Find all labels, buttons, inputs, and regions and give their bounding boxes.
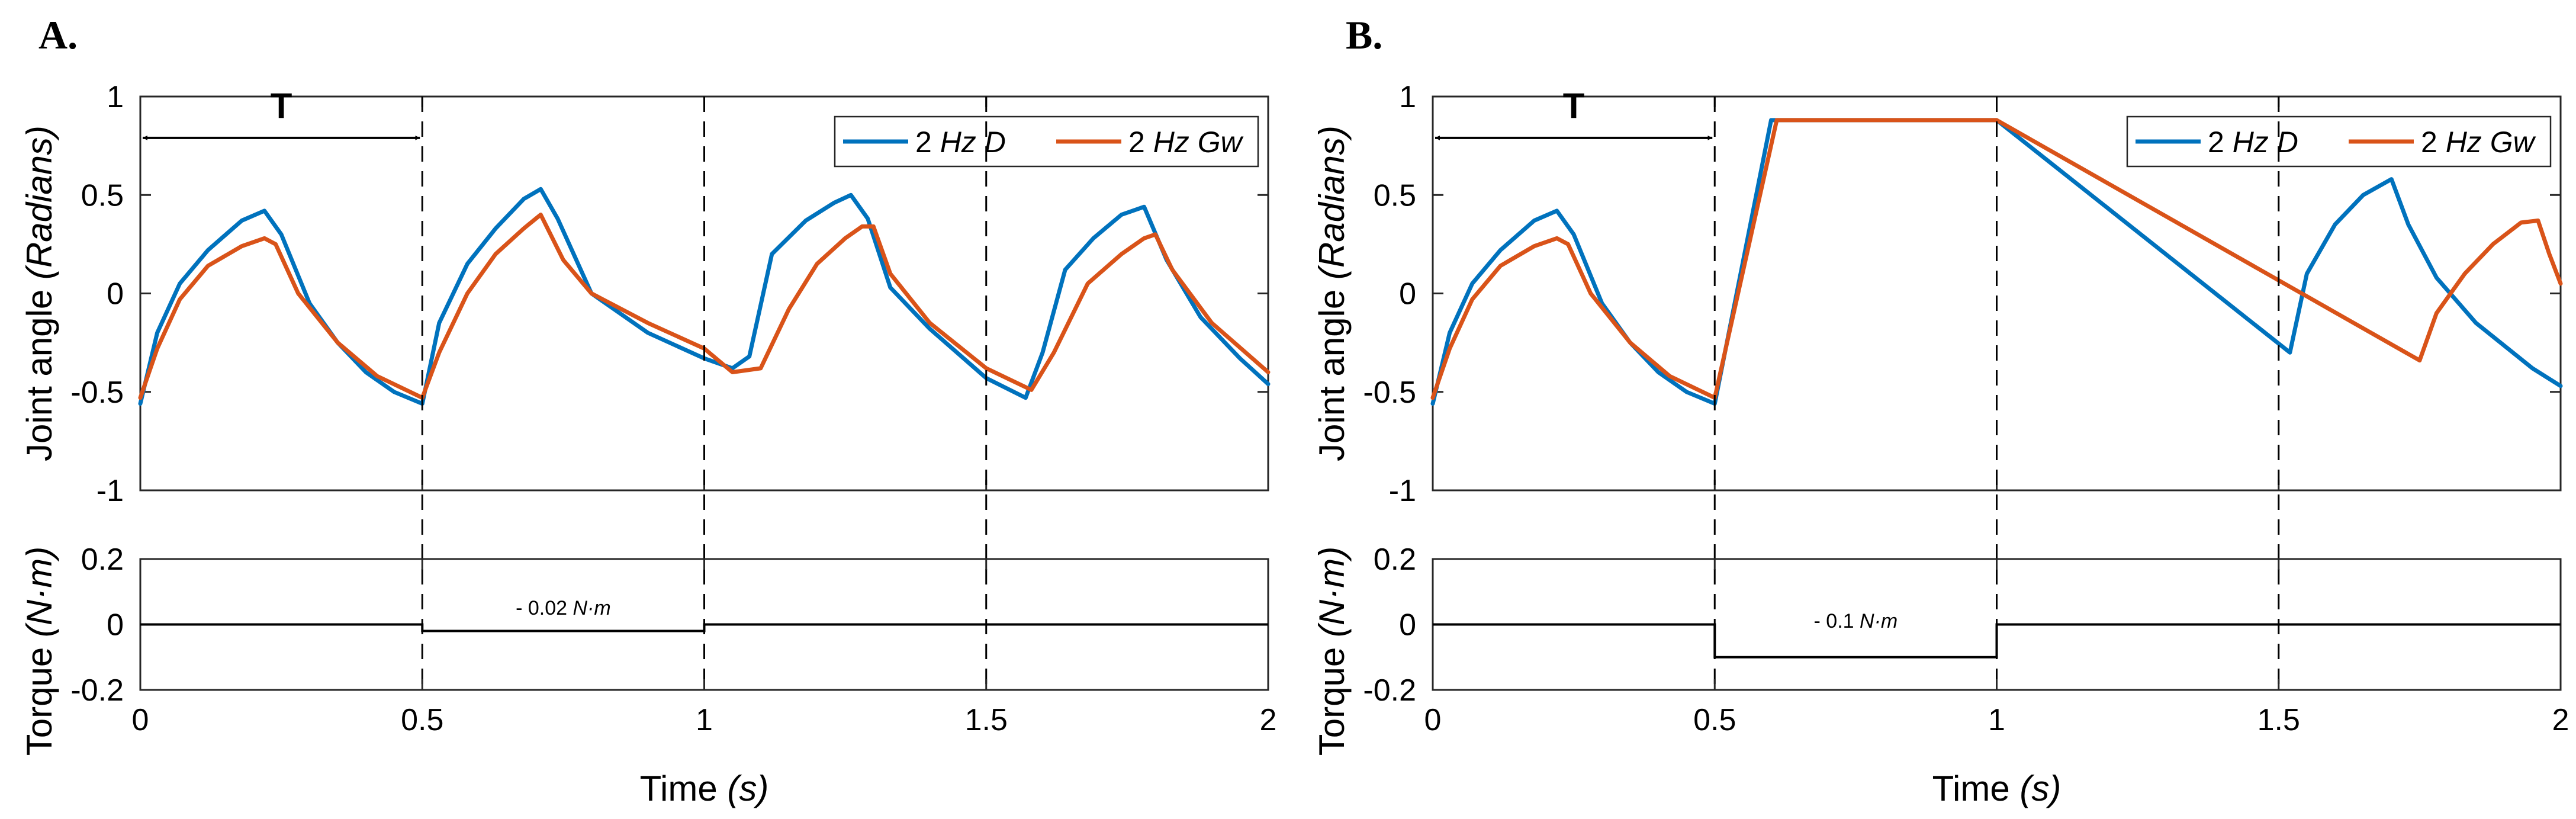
- panel-b: B. -1 -0.5 0 0.5 1 Joint angle (Radians) T 2 Hz …: [1312, 12, 2569, 808]
- x-tick-label: 1: [696, 703, 713, 737]
- y-tick-label: 1: [1399, 80, 1416, 114]
- torque-annotation-unit: N·m: [1860, 610, 1898, 632]
- panel-letter: A.: [38, 12, 78, 57]
- y-axis-label-unit: (N·m): [1312, 547, 1352, 637]
- x-tick-label: 1.5: [965, 703, 1008, 737]
- y-tick-label: 0: [107, 277, 124, 311]
- x-tick-label: 0.5: [401, 703, 443, 737]
- panel-a: A. -1 -0.5 0 0.5 1 Joint angle (Radians) T 2 Hz …: [20, 12, 1276, 808]
- x-axis-label-unit: (s): [2019, 769, 2061, 808]
- y-tick-label: -0.5: [1363, 375, 1416, 410]
- period-label: T: [1563, 86, 1585, 126]
- y-axis-label: Joint angle (Radians): [20, 126, 59, 461]
- y-tick-label: 1: [107, 80, 124, 114]
- legend-label-freq: 2: [2208, 126, 2233, 159]
- legend-label-name: Hz D: [2233, 126, 2298, 159]
- legend-label-name: Hz Gw: [1153, 126, 1244, 159]
- y-tick-label: -1: [1389, 474, 1416, 508]
- x-axis-label-main: Time: [1932, 769, 2020, 808]
- legend-label-freq: 2: [1128, 126, 1153, 159]
- y-tick-label: 0: [1399, 608, 1416, 643]
- y-axis-label: Torque (N·m): [20, 547, 59, 756]
- y-axis-label-unit: (Radians): [20, 126, 59, 280]
- y-tick-label: 0.2: [81, 542, 124, 577]
- x-axis-label: Time (s): [1932, 769, 2062, 808]
- legend-label-freq: 2: [2421, 126, 2446, 159]
- panel-letter: B.: [1346, 12, 1382, 57]
- y-axis-label-main: Joint angle: [1312, 280, 1352, 461]
- x-tick-label: 0: [1424, 703, 1442, 737]
- y-axis-label-main: Joint angle: [20, 280, 59, 461]
- y-axis-label: Joint angle (Radians): [1312, 126, 1352, 461]
- y-axis-label-unit: (N·m): [20, 547, 59, 637]
- x-axis-label: Time (s): [640, 769, 769, 808]
- y-tick-label: 0.5: [1374, 178, 1416, 213]
- x-axis-label-main: Time: [640, 769, 728, 808]
- x-tick-label: 2: [1260, 703, 1277, 737]
- torque-line: [140, 623, 1268, 632]
- y-axis-label-main: Torque: [20, 637, 59, 756]
- y-tick-label: 0: [1399, 277, 1416, 311]
- legend-label-name: Hz D: [940, 126, 1006, 159]
- legend-label-name: Hz Gw: [2446, 126, 2536, 159]
- torque-annotation: - 0.1 N·m: [1814, 610, 1898, 632]
- torque-annotation-unit: N·m: [573, 597, 610, 619]
- legend-label: 2 Hz D: [2208, 126, 2298, 159]
- x-tick-label: 1: [1988, 703, 2005, 737]
- legend-label: 2 Hz Gw: [1128, 126, 1244, 159]
- x-tick-label: 1.5: [2257, 703, 2300, 737]
- legend-label-freq: 2: [915, 126, 940, 159]
- x-tick-label: 2: [2552, 703, 2569, 737]
- y-axis-label-unit: (Radians): [1312, 126, 1352, 280]
- x-axis-label-unit: (s): [727, 769, 768, 808]
- torque-annotation: - 0.02 N·m: [516, 597, 611, 619]
- y-tick-label: -0.2: [1363, 673, 1416, 708]
- series-line-d: [1430, 118, 2563, 406]
- legend-label: 2 Hz D: [915, 126, 1006, 159]
- x-tick-label: 0: [132, 703, 149, 737]
- y-tick-label: 0: [107, 608, 124, 643]
- torque-annotation-value: - 0.02: [516, 597, 573, 619]
- y-tick-label: -1: [97, 474, 124, 508]
- period-label: T: [271, 86, 292, 126]
- x-tick-label: 0.5: [1693, 703, 1736, 737]
- y-tick-label: -0.5: [70, 375, 124, 410]
- y-axis-label: Torque (N·m): [1312, 547, 1352, 756]
- y-tick-label: 0.5: [81, 178, 124, 213]
- torque-annotation-value: - 0.1: [1814, 610, 1860, 632]
- y-axis-label-main: Torque: [1312, 637, 1352, 756]
- y-tick-label: -0.2: [70, 673, 124, 708]
- torque-line: [1433, 623, 2561, 659]
- y-tick-label: 0.2: [1374, 542, 1416, 577]
- legend-label: 2 Hz Gw: [2421, 126, 2536, 159]
